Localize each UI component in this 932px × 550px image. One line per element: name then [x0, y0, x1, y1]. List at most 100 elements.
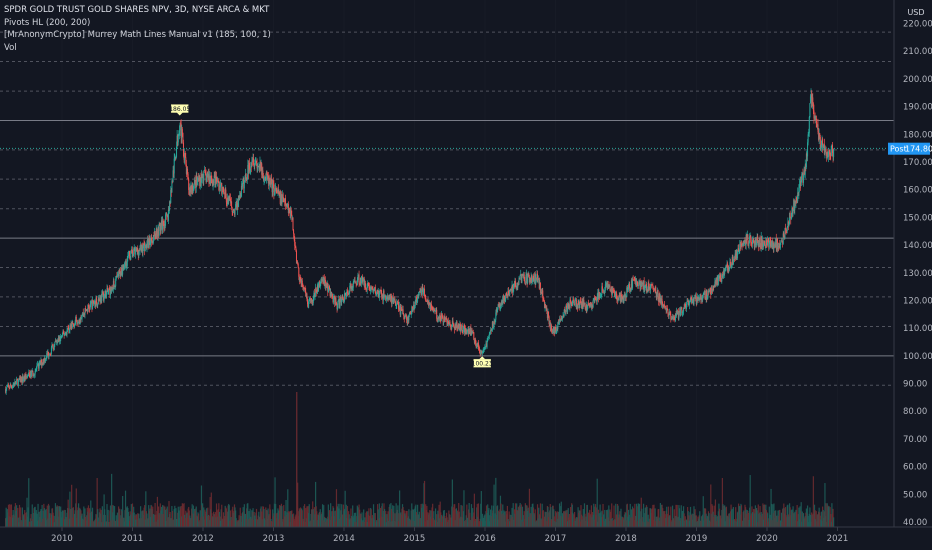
candle-body-down — [336, 303, 338, 310]
candle-body-up — [23, 376, 25, 380]
volume-bar — [721, 477, 723, 527]
candle-body-up — [459, 324, 461, 329]
candle-body-up — [685, 304, 687, 309]
volume-bar — [432, 503, 434, 527]
candle-body-down — [32, 370, 34, 376]
candle-body-down — [271, 179, 273, 181]
volume-bar — [26, 497, 28, 527]
indicator-volume[interactable]: Vol — [4, 42, 17, 53]
volume-bar — [675, 504, 677, 527]
candle-body-up — [793, 199, 795, 210]
candle-body-down — [727, 263, 729, 272]
symbol-title[interactable]: SPDR GOLD TRUST GOLD SHARES NPV, 3D, NYS… — [4, 5, 270, 15]
candle-body-up — [650, 283, 652, 286]
candle-body-down — [739, 243, 741, 247]
candle-body-down — [669, 311, 671, 315]
candle-body-up — [803, 176, 805, 183]
candle-body-down — [194, 179, 196, 181]
candle-body-up — [169, 201, 171, 211]
volume-bar — [240, 515, 242, 527]
candle-body-up — [62, 331, 64, 334]
candle-body-down — [367, 282, 369, 286]
candle-body-down — [548, 316, 550, 325]
volume-bar — [252, 508, 254, 527]
candle-body-down — [655, 286, 657, 293]
indicator-murrey[interactable]: [MrAnonymCrypto] Murrey Math Lines Manua… — [4, 30, 271, 41]
volume-bar — [625, 512, 627, 527]
candle-body-up — [146, 240, 148, 248]
candle-body-down — [25, 374, 27, 377]
volume-bar — [140, 506, 142, 527]
candle-body-up — [604, 290, 606, 293]
candle-body-up — [752, 239, 754, 240]
volume-bar — [328, 510, 331, 527]
candle-body-up — [531, 280, 533, 283]
candle-body-up — [194, 179, 196, 184]
candle-body-down — [415, 297, 417, 303]
candle-body-up — [5, 388, 7, 393]
candle-body-down — [218, 181, 220, 190]
candle-body-up — [133, 249, 135, 254]
candle-body-up — [206, 175, 208, 177]
candle-body-up — [591, 305, 593, 308]
candle-body-up — [123, 265, 125, 269]
candle-body-up — [512, 287, 514, 293]
candle-body-up — [341, 296, 343, 299]
candle-body-up — [246, 177, 248, 180]
candle-body-up — [666, 308, 668, 311]
volume-bar — [394, 513, 396, 527]
candle-body-down — [33, 374, 35, 376]
candle-body-up — [128, 251, 130, 255]
indicator-pivots[interactable]: Pivots HL (200, 200) — [4, 17, 91, 28]
candle-body-down — [119, 271, 121, 276]
volume-bar — [372, 504, 375, 527]
candle-body-down — [224, 193, 226, 195]
candle-body-up — [637, 284, 639, 286]
candle-body-up — [830, 145, 832, 156]
candle-body-up — [74, 324, 76, 327]
candle-body-down — [519, 277, 521, 280]
volume-bar — [626, 503, 628, 527]
candle-body-up — [790, 216, 792, 220]
candle-body-down — [65, 332, 67, 335]
candle-body-down — [779, 243, 781, 249]
candle-body-up — [75, 317, 77, 322]
candle-body-down — [714, 281, 716, 284]
candle-body-down — [606, 283, 608, 288]
candle-body-up — [821, 138, 823, 141]
candle-body-down — [800, 181, 802, 186]
candle-body-down — [80, 318, 82, 319]
candle-body-up — [206, 176, 208, 182]
candle-body-up — [605, 283, 607, 285]
candle-body-down — [704, 291, 706, 300]
candle-body-up — [732, 259, 734, 265]
candle-body-down — [113, 280, 115, 287]
candle-body-up — [775, 238, 777, 245]
candle-body-up — [550, 325, 552, 329]
candle-body-up — [620, 294, 622, 302]
candle-body-up — [770, 245, 772, 247]
candle-body-up — [560, 317, 562, 321]
candle-body-down — [563, 315, 565, 317]
price-axis[interactable]: 40.0050.0060.0070.0080.0090.00100.00110.… — [903, 20, 932, 528]
candle-body-down — [89, 308, 91, 310]
currency-label[interactable]: USD — [907, 8, 925, 17]
candle-body-down — [613, 290, 615, 292]
candle-body-up — [416, 301, 418, 303]
candle-body-up — [65, 332, 67, 333]
candle-body-down — [371, 286, 373, 289]
candle-body-down — [121, 268, 123, 275]
candle-body-up — [780, 240, 782, 242]
candle-body-up — [516, 285, 518, 289]
candle-body-up — [136, 248, 138, 252]
volume-bar — [436, 514, 438, 527]
volume-bar — [17, 507, 19, 527]
price-tick-label: 130.00 — [903, 269, 932, 279]
candle-body-down — [535, 277, 537, 279]
time-axis[interactable]: 2010 2011 2012 2013 2014 2015 2016 2017 2018 2019… — [51, 527, 848, 544]
volume-bar — [40, 509, 42, 527]
candle-body-down — [687, 301, 689, 302]
candle-body-up — [451, 320, 453, 326]
candle-body-down — [87, 304, 89, 307]
